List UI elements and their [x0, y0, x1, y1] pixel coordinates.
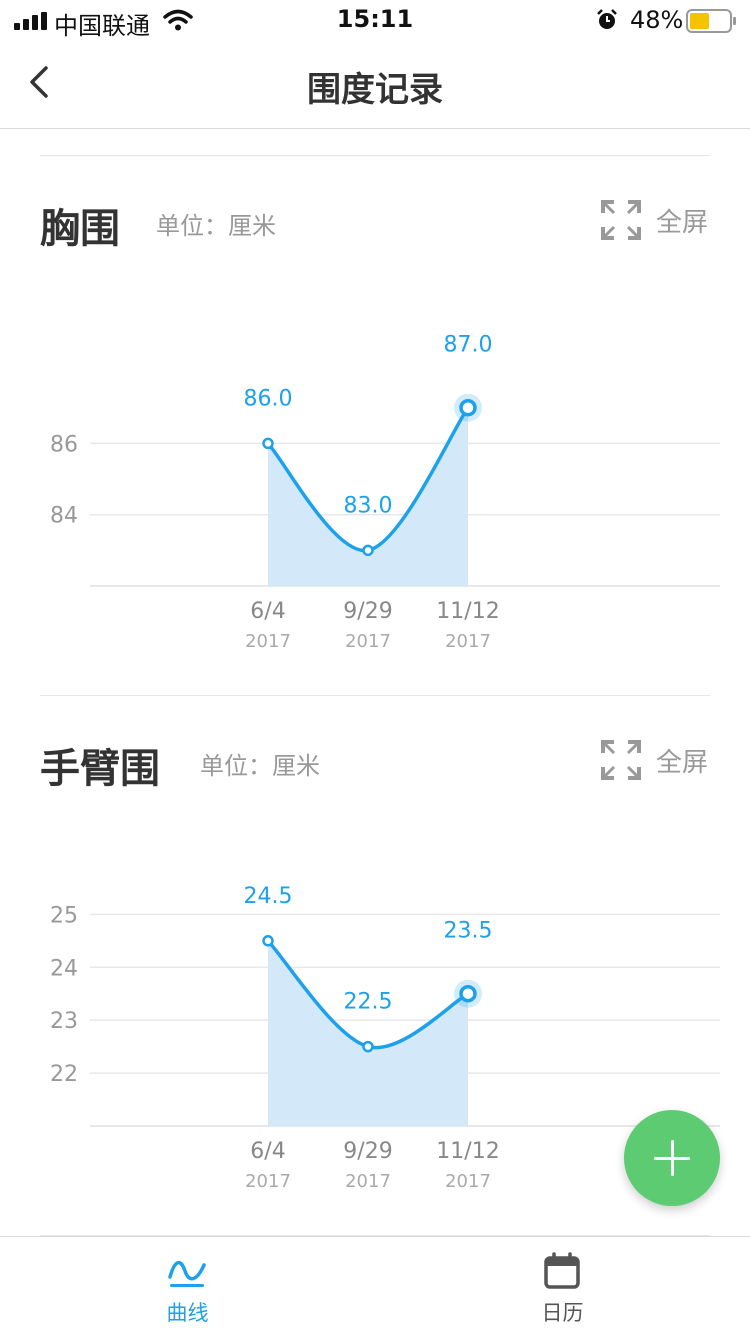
- data-point: [262, 437, 274, 450]
- data-point: [362, 1040, 374, 1053]
- tab-calendar[interactable]: 日历: [375, 1237, 750, 1334]
- curve-icon: [168, 1261, 206, 1287]
- data-label: 22.5: [344, 990, 393, 1015]
- x-tick-label: 6/4: [250, 1139, 285, 1164]
- section-divider: [40, 1235, 710, 1236]
- x-tick-label: 11/12: [436, 1139, 499, 1164]
- arm-fullscreen-button[interactable]: 全屏: [600, 739, 712, 783]
- page-title: 围度记录: [307, 70, 443, 110]
- battery-percent: 48%: [630, 6, 684, 34]
- nav-bar: 围度记录: [0, 40, 750, 129]
- x-tick-label: 11/12: [436, 599, 499, 624]
- chest-chart-svg: 84 86 86.0 6/4 2017 83.0 9/29 2017 87.0 11/12 2017: [50, 333, 720, 652]
- section-divider: [40, 155, 710, 156]
- data-point: [262, 935, 274, 947]
- calendar-icon: [544, 1252, 580, 1289]
- wifi-icon: [163, 9, 193, 31]
- arm-chart: 22 23 24 25 24.5 6/4 2017 22.5 9/29 2017 23.5 11/12…: [0, 850, 750, 1200]
- alarm-icon: [597, 9, 617, 29]
- tab-bar: 曲线 日历: [0, 1236, 750, 1334]
- fullscreen-label: 全屏: [656, 748, 709, 778]
- y-tick-label: 24: [50, 956, 78, 981]
- clock: 15:11: [336, 5, 414, 33]
- y-tick-label: 23: [50, 1009, 78, 1034]
- fullscreen-icon: [601, 200, 641, 240]
- y-tick-label: 84: [50, 504, 78, 529]
- section-divider: [40, 695, 710, 696]
- data-label: 23.5: [444, 919, 493, 944]
- data-label: 83.0: [344, 493, 393, 518]
- tab-curve-label: 曲线: [166, 1301, 209, 1325]
- y-tick-label: 22: [50, 1062, 78, 1087]
- area-fill: [268, 407, 468, 586]
- tab-curve[interactable]: 曲线: [0, 1237, 375, 1334]
- back-icon[interactable]: [26, 60, 56, 104]
- x-tick-year: 2017: [445, 1171, 491, 1192]
- x-tick-year: 2017: [445, 631, 491, 652]
- signal-icon: [14, 12, 47, 30]
- carrier-label: 中国联通: [54, 12, 150, 40]
- y-tick-label: 86: [50, 432, 78, 457]
- x-tick-year: 2017: [345, 1171, 391, 1192]
- tab-calendar-label: 日历: [541, 1301, 584, 1325]
- data-label: 86.0: [244, 386, 293, 411]
- arm-chart-svg: 22 23 24 25 24.5 6/4 2017 22.5 9/29 2017 23.5 11/12…: [50, 884, 720, 1192]
- x-tick-label: 9/29: [343, 1139, 392, 1164]
- chest-fullscreen-button[interactable]: 全屏: [600, 199, 712, 243]
- data-point: [362, 544, 374, 557]
- arm-section-title: 手臂围: [40, 746, 160, 792]
- area-fill: [268, 940, 468, 1126]
- x-tick-label: 6/4: [250, 599, 285, 624]
- status-bar: 中国联通 15:11 48%: [0, 0, 750, 40]
- y-tick-label: 25: [50, 903, 78, 928]
- data-point: [459, 398, 477, 417]
- battery-icon: [686, 9, 736, 33]
- chest-unit-label: 单位：厘米: [156, 212, 276, 240]
- fullscreen-label: 全屏: [656, 208, 709, 238]
- x-tick-year: 2017: [345, 631, 391, 652]
- x-tick-label: 9/29: [343, 599, 392, 624]
- fullscreen-icon: [601, 740, 641, 780]
- chest-section-title: 胸围: [40, 206, 120, 252]
- data-label: 87.0: [444, 333, 493, 358]
- arm-unit-label: 单位：厘米: [200, 752, 320, 780]
- add-record-button[interactable]: [624, 1110, 720, 1206]
- chest-chart: 84 86 86.0 6/4 2017 83.0 9/29 2017 87.0 11/12 2017: [0, 290, 750, 660]
- data-label: 24.5: [244, 884, 293, 909]
- data-point: [459, 984, 477, 1003]
- x-tick-year: 2017: [245, 631, 291, 652]
- x-tick-year: 2017: [245, 1171, 291, 1192]
